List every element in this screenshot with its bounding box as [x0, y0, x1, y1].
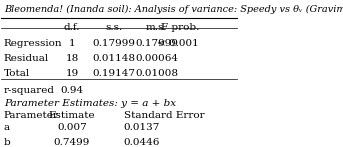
Text: < 0.001: < 0.001: [157, 39, 199, 48]
Text: Total: Total: [4, 69, 30, 78]
Text: b: b: [4, 138, 11, 147]
Text: 0.7499: 0.7499: [54, 138, 90, 147]
Text: s.s.: s.s.: [106, 23, 123, 32]
Text: 0.0446: 0.0446: [124, 138, 160, 147]
Text: m.s.: m.s.: [146, 23, 167, 32]
Text: 19: 19: [65, 69, 79, 78]
Text: 0.007: 0.007: [57, 123, 87, 132]
Text: 0.17999: 0.17999: [93, 39, 136, 48]
Text: d.f.: d.f.: [64, 23, 80, 32]
Text: 0.00064: 0.00064: [135, 54, 178, 63]
Text: 18: 18: [65, 54, 79, 63]
Text: Regression: Regression: [4, 39, 62, 48]
Text: 1: 1: [69, 39, 75, 48]
Text: 0.94: 0.94: [60, 86, 83, 95]
Text: 0.01008: 0.01008: [135, 69, 178, 78]
Text: Estimate: Estimate: [49, 111, 95, 120]
Text: 0.17999: 0.17999: [135, 39, 178, 48]
Text: Parameter: Parameter: [4, 111, 59, 120]
Text: F prob.: F prob.: [161, 23, 199, 32]
Text: r-squared: r-squared: [4, 86, 55, 95]
Text: Standard Error: Standard Error: [124, 111, 204, 120]
Text: 0.0137: 0.0137: [124, 123, 160, 132]
Text: 0.19147: 0.19147: [93, 69, 136, 78]
Text: Residual: Residual: [4, 54, 49, 63]
Text: Parameter Estimates: y = a + bx: Parameter Estimates: y = a + bx: [4, 99, 176, 108]
Text: 0.01148: 0.01148: [93, 54, 136, 63]
Text: a: a: [4, 123, 10, 132]
Text: Bleomenda! (Inanda soil): Analysis of variance: Speedy vs θᵥ (Gravimetric): Bleomenda! (Inanda soil): Analysis of va…: [4, 5, 343, 14]
